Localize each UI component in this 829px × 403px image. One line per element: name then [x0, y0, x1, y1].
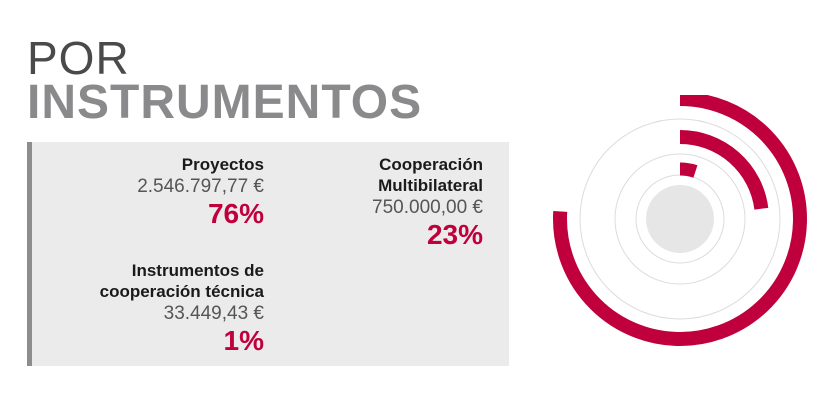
legend-pct-multibilateral: 23% — [426, 219, 483, 250]
legend-pct-proyectos: 76% — [207, 198, 264, 229]
legend-panel: Proyectos 2.546.797,77 € 76% Cooperación… — [27, 142, 509, 366]
radial-bar-chart — [553, 95, 807, 346]
chart-guide-ring-1 — [579, 118, 781, 320]
legend-pct-tecnica: 1% — [223, 325, 264, 356]
chart-guide-ring-2 — [614, 153, 746, 285]
radial-bar-instrumentos-de-cooperaci-n-t-cnica — [679, 162, 698, 178]
legend-label-multibilateral-1: Cooperación — [379, 155, 483, 174]
legend-label-tecnica-2: cooperación técnica — [99, 282, 264, 301]
legend-amount-proyectos: 2.546.797,77 € — [137, 176, 264, 197]
legend-amount-multibilateral: 750.000,00 € — [372, 197, 483, 218]
radial-bar-cooperaci-n-multibilateral — [679, 130, 769, 210]
title-line-2: INSTRUMENTOS — [27, 76, 423, 129]
legend-label-multibilateral-2: Multibilateral — [378, 176, 483, 195]
chart-guide-ring-3 — [635, 174, 725, 264]
panel-accent-bar — [27, 142, 32, 366]
title-line-1: POR — [27, 32, 130, 84]
legend-item-multibilateral: Cooperación Multibilateral 750.000,00 € … — [372, 154, 483, 250]
legend-item-tecnica: Instrumentos de cooperación técnica 33.4… — [100, 260, 264, 356]
legend-amount-tecnica: 33.449,43 € — [163, 303, 264, 324]
radial-bar-proyectos — [553, 95, 807, 346]
legend-label-proyectos: Proyectos — [181, 155, 264, 174]
legend-item-proyectos: Proyectos 2.546.797,77 € 76% — [137, 154, 264, 229]
legend-label-tecnica-1: Instrumentos de — [131, 261, 264, 280]
chart-center-disc — [646, 185, 714, 253]
